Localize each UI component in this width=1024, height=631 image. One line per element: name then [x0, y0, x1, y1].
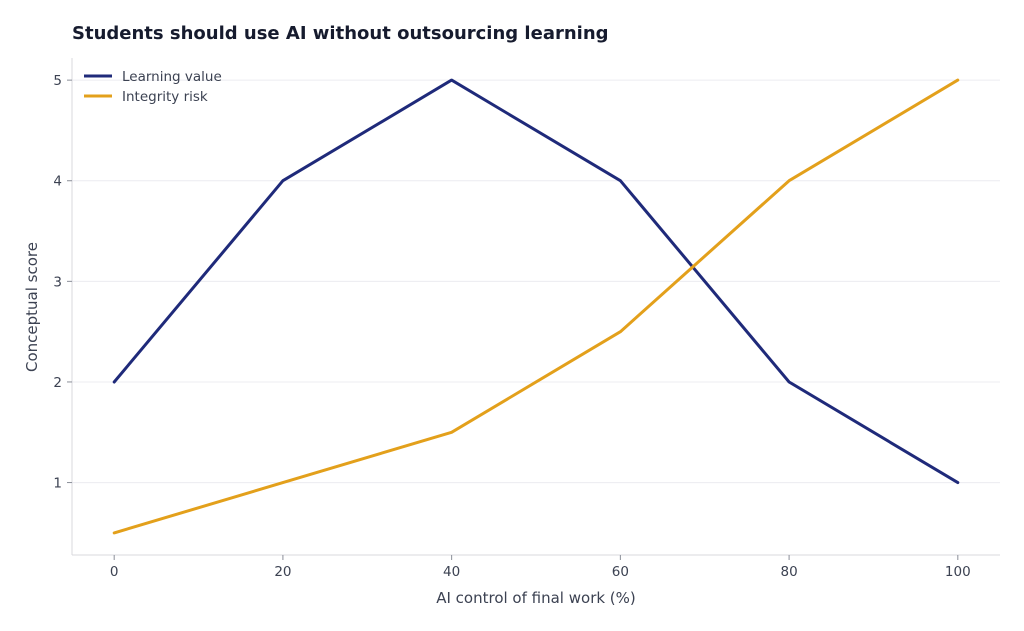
series-group [112, 78, 960, 535]
y-axis-label: Conceptual score [23, 242, 41, 372]
y-tick-label: 5 [53, 73, 62, 89]
y-tick-label: 2 [53, 375, 62, 391]
grid [72, 79, 1000, 484]
y-axis-ticks: 1 2 3 4 5 [53, 73, 72, 492]
legend-label: Learning value [122, 69, 222, 85]
x-tick-label: 80 [780, 564, 797, 580]
y-tick-label: 3 [53, 274, 62, 290]
x-tick-label: 20 [274, 564, 291, 580]
series-line-learning-value [112, 78, 960, 485]
chart-title: Students should use AI without outsourci… [72, 23, 609, 44]
x-tick-label: 40 [443, 564, 460, 580]
y-tick-label: 4 [53, 174, 62, 190]
x-tick-label: 0 [110, 564, 119, 580]
legend-item-integrity-risk[interactable]: Integrity risk [84, 89, 208, 105]
x-axis-ticks: 0 20 40 60 80 100 [110, 555, 971, 580]
x-axis-label: AI control of final work (%) [436, 589, 636, 607]
legend[interactable]: Learning value Integrity risk [84, 69, 222, 105]
series-line-integrity-risk [112, 78, 960, 535]
y-tick-label: 1 [53, 476, 62, 492]
x-tick-label: 100 [945, 564, 971, 580]
legend-label: Integrity risk [122, 89, 208, 105]
legend-item-learning-value[interactable]: Learning value [84, 69, 222, 85]
x-tick-label: 60 [612, 564, 629, 580]
